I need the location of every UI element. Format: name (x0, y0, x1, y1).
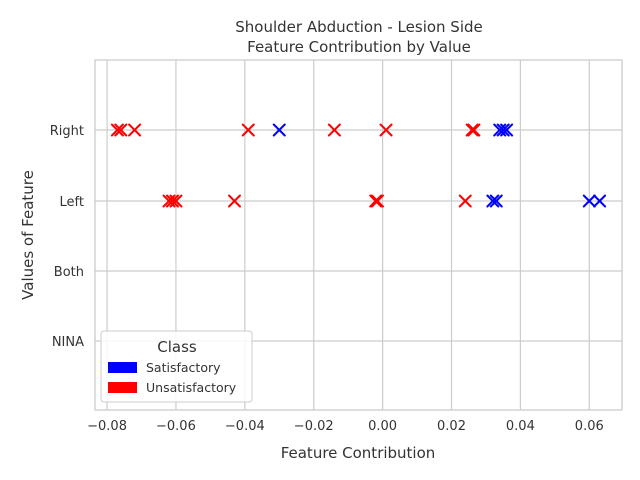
x-tick-label: 0.00 (368, 419, 397, 434)
tick-labels: −0.08 −0.06 −0.04 −0.02 0.00 0.02 0.04 0.06 Righ… (50, 124, 604, 434)
data-point-satisfactory (496, 123, 510, 137)
x-tick-label: −0.06 (156, 419, 196, 434)
legend-label-unsatisfactory: Unsatisfactory (146, 380, 237, 395)
data-point-satisfactory (489, 194, 503, 208)
x-tick-label: −0.02 (294, 419, 334, 434)
chart-title-line-2: Feature Contribution by Value (247, 38, 471, 56)
data-point-unsatisfactory (110, 123, 124, 137)
data-point-unsatisfactory (166, 194, 179, 208)
data-point-unsatisfactory (465, 123, 479, 137)
legend-swatch-unsatisfactory (108, 382, 137, 393)
x-tick-label: −0.04 (225, 419, 265, 434)
data-point-unsatisfactory (327, 123, 341, 137)
data-point-unsatisfactory (169, 194, 183, 208)
data-point-unsatisfactory (369, 194, 383, 208)
data-point-satisfactory (500, 123, 514, 137)
y-tick-label: NINA (52, 335, 84, 350)
y-tick-label: Right (50, 124, 84, 139)
chart-title-line-1: Shoulder Abduction - Lesion Side (235, 18, 483, 36)
data-point-unsatisfactory (370, 194, 384, 208)
x-tick-label: −0.08 (87, 419, 127, 434)
legend-swatch-satisfactory (108, 362, 137, 373)
data-markers (110, 123, 607, 208)
data-point-unsatisfactory (467, 123, 481, 137)
data-point-unsatisfactory (241, 123, 255, 137)
data-point-unsatisfactory (379, 123, 393, 137)
data-point-unsatisfactory (114, 123, 128, 137)
plot-frame (94, 59, 623, 411)
y-axis-label: Values of Feature (19, 170, 37, 300)
x-tick-label: 0.02 (437, 419, 466, 434)
data-point-unsatisfactory (128, 123, 142, 137)
y-tick-label: Both (54, 265, 84, 280)
x-axis-label: Feature Contribution (281, 444, 436, 462)
legend-box (100, 330, 253, 403)
y-tick-label: Left (60, 195, 84, 210)
legend-title: Class (157, 338, 197, 356)
data-point-unsatisfactory (458, 194, 472, 208)
data-point-satisfactory (272, 123, 286, 137)
data-point-unsatisfactory (228, 194, 241, 208)
legend: Class Satisfactory Unsatisfactory (100, 330, 253, 403)
data-point-satisfactory (593, 194, 607, 208)
data-point-satisfactory (582, 194, 596, 208)
legend-label-satisfactory: Satisfactory (146, 360, 221, 375)
x-tick-label: 0.04 (506, 419, 535, 434)
data-point-satisfactory (486, 194, 500, 208)
x-tick-label: 0.06 (575, 419, 604, 434)
